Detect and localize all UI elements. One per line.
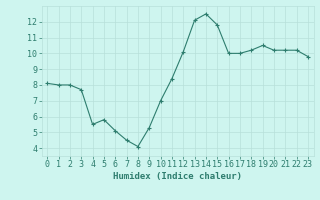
X-axis label: Humidex (Indice chaleur): Humidex (Indice chaleur) [113, 172, 242, 181]
